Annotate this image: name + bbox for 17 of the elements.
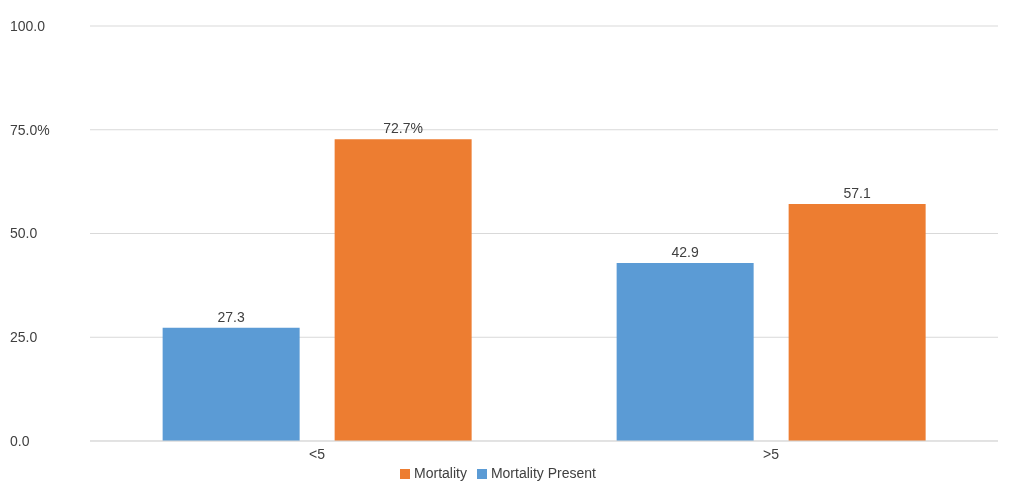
bar [788,204,926,441]
x-tick-label: >5 [763,445,780,462]
data-label: 72.7% [383,120,423,137]
y-tick-label: 0.0 [10,432,30,449]
y-tick-label: 50.0 [10,225,38,242]
bar [334,139,472,441]
y-tick-label: 100.0 [10,17,46,34]
legend-label: Mortality [414,465,467,481]
x-tick-label: <5 [309,445,326,462]
data-label: 42.9 [671,243,699,260]
legend-label: Mortality Present [490,465,596,481]
data-label: 57.1 [843,185,871,202]
y-tick-label: 75.0% [10,121,50,138]
y-tick-label: 25.0 [10,329,38,346]
data-label: 27.3 [217,308,245,325]
bar [162,327,300,441]
bar [616,262,754,441]
